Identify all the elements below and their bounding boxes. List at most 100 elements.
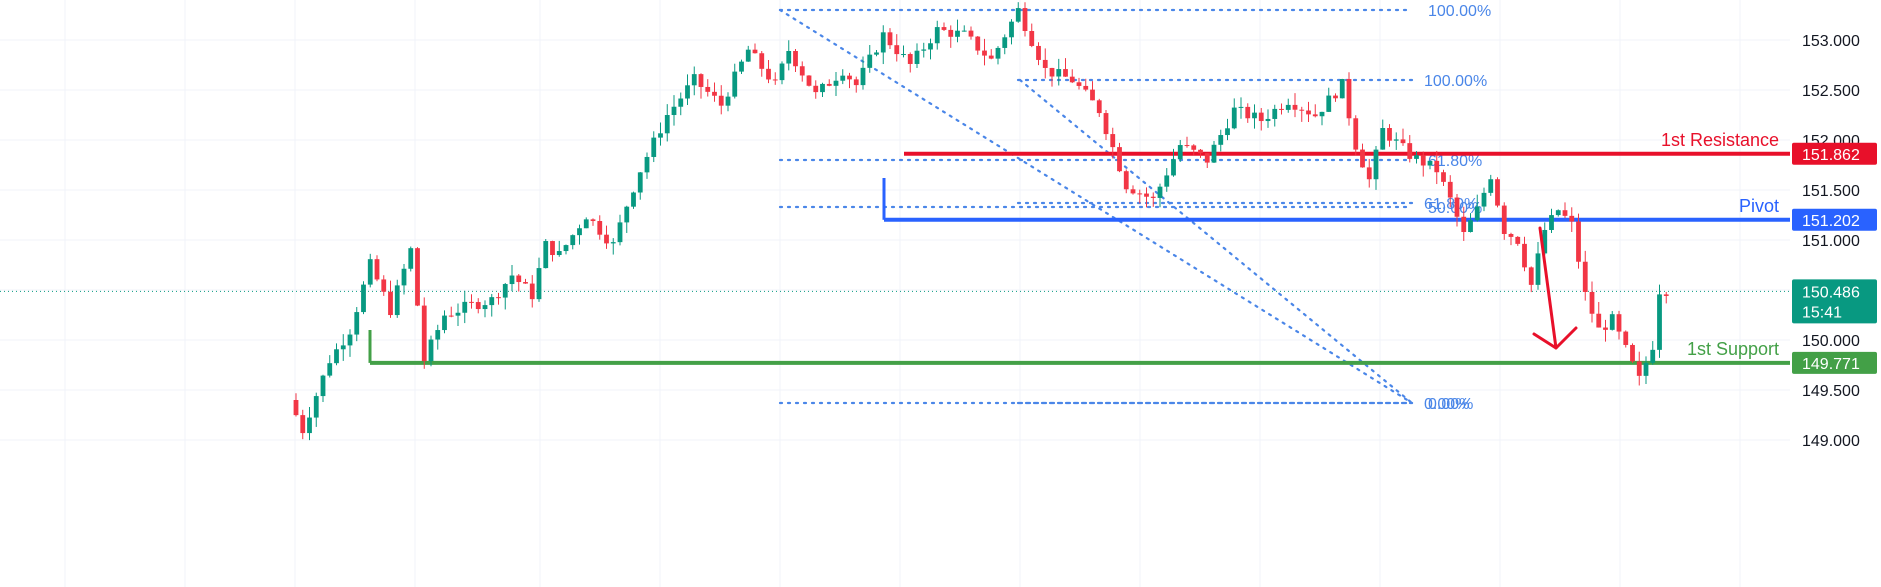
price-levels[interactable]: 1st Resistance Pivot 1st Support — [0, 130, 1790, 365]
candle — [1400, 128, 1406, 146]
candle — [1427, 160, 1433, 170]
candle-body — [1191, 145, 1197, 150]
candle-body — [1630, 344, 1635, 362]
candle — [1393, 132, 1399, 150]
candle — [1069, 69, 1075, 84]
candle — [1576, 213, 1581, 269]
candle — [604, 225, 609, 249]
candle-body — [1441, 172, 1446, 182]
candle-body — [880, 32, 886, 53]
candle — [968, 26, 974, 40]
candle-body — [1508, 233, 1514, 237]
candle — [1292, 93, 1298, 118]
candle — [523, 278, 528, 284]
candle-body — [1407, 143, 1413, 159]
candle-body — [1029, 30, 1035, 46]
candle — [914, 43, 920, 68]
candle — [1272, 104, 1278, 127]
candle — [1555, 209, 1561, 217]
candle-body — [941, 27, 947, 30]
candle-body — [1177, 145, 1183, 160]
candle-body — [847, 75, 852, 80]
candle-body — [874, 52, 879, 55]
candle-body — [583, 219, 589, 229]
candle — [1360, 143, 1365, 168]
candle-body — [597, 221, 603, 235]
candle-body — [1420, 155, 1426, 166]
candle — [1333, 93, 1338, 102]
price-axis[interactable]: 153.000152.500152.000151.500151.000150.0… — [1790, 0, 1881, 587]
candle-body — [1346, 79, 1352, 119]
candle — [1515, 236, 1521, 246]
candle — [1312, 104, 1318, 118]
candle — [1171, 148, 1176, 177]
candle-body — [435, 330, 441, 340]
candle-body — [421, 305, 427, 362]
fibonacci-retracements[interactable]: 100.00%61.80%50.00%0.00%100.00%61.80%0.0… — [778, 3, 1491, 413]
candle — [961, 25, 967, 32]
candle-body — [617, 222, 623, 243]
candle-body — [1495, 179, 1500, 206]
candle-body — [1083, 85, 1089, 90]
candle-body — [1353, 118, 1359, 150]
candle — [1441, 169, 1446, 187]
candle — [799, 61, 805, 82]
candle — [381, 275, 387, 296]
candle — [1569, 207, 1575, 233]
candle-body — [1076, 82, 1082, 86]
candle — [921, 42, 927, 58]
candle — [847, 72, 852, 89]
candle — [307, 407, 312, 441]
candle — [1582, 250, 1588, 301]
candle-body — [1090, 89, 1095, 101]
candle — [658, 122, 663, 146]
candle — [1373, 145, 1379, 190]
candle — [1488, 174, 1494, 196]
candle — [1198, 148, 1203, 158]
candle-body — [745, 49, 751, 62]
candle-body — [462, 301, 468, 313]
candle-body — [968, 30, 974, 37]
candle-body — [1474, 206, 1480, 221]
candle — [901, 45, 906, 58]
candle-body — [469, 301, 474, 303]
candle-body — [1576, 221, 1581, 262]
candle-body — [320, 375, 326, 397]
candle-body — [293, 400, 299, 416]
candle — [745, 45, 751, 62]
candle-body — [1366, 167, 1372, 180]
candle-body — [388, 291, 393, 316]
candle — [1589, 281, 1595, 323]
candle — [516, 274, 522, 292]
candle — [334, 343, 339, 366]
candle — [1184, 136, 1190, 148]
candle-body — [354, 312, 360, 335]
candle-body — [448, 315, 454, 317]
fib-trend-line[interactable] — [1018, 78, 1414, 405]
candle — [759, 51, 765, 77]
candle — [502, 282, 508, 310]
candle — [1414, 151, 1419, 164]
candle — [1022, 2, 1028, 37]
candle-body — [536, 268, 542, 300]
candle-body — [1663, 294, 1669, 296]
price-tick-label: 149.500 — [1802, 383, 1860, 400]
candle-body — [1596, 313, 1602, 328]
candle — [529, 275, 535, 308]
candle-body — [1198, 149, 1203, 154]
candle-body — [334, 349, 339, 364]
resistance-price-badge — [1792, 142, 1877, 165]
candle — [860, 56, 866, 90]
candle-body — [361, 284, 366, 313]
price-tick-label: 151.000 — [1802, 233, 1860, 250]
candle — [1225, 118, 1230, 141]
candle-body — [1326, 95, 1332, 112]
candle-body — [867, 54, 873, 68]
candle — [718, 85, 724, 115]
candle — [1630, 343, 1635, 363]
candle-body — [1306, 110, 1311, 115]
candle-body — [786, 50, 792, 64]
candle — [1616, 310, 1622, 340]
